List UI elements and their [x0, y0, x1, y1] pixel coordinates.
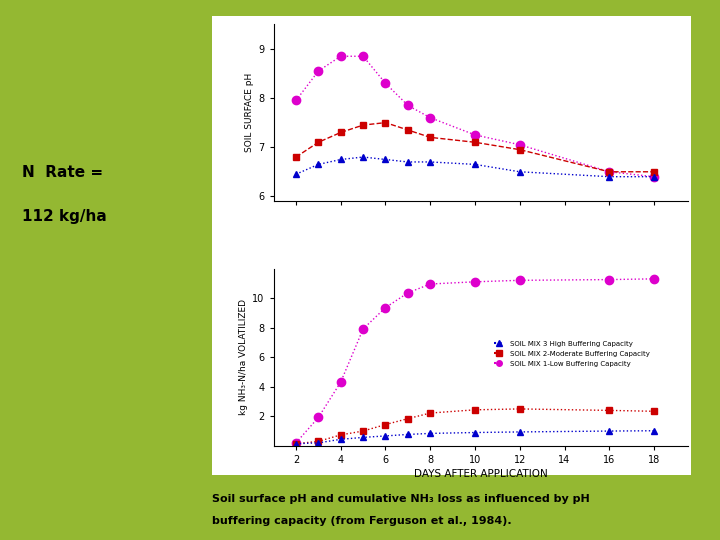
Text: N  Rate =: N Rate = [22, 165, 103, 180]
X-axis label: DAYS AFTER APPLICATION: DAYS AFTER APPLICATION [414, 469, 547, 478]
Y-axis label: kg NH₃-N/ha VOLATILIZED: kg NH₃-N/ha VOLATILIZED [239, 299, 248, 415]
Y-axis label: SOIL SURFACE pH: SOIL SURFACE pH [245, 73, 254, 152]
Legend: SOIL MIX 3 High Buffering Capacity, SOIL MIX 2-Moderate Buffering Capacity, SOIL: SOIL MIX 3 High Buffering Capacity, SOIL… [491, 338, 652, 369]
Text: buffering capacity (from Ferguson et al., 1984).: buffering capacity (from Ferguson et al.… [212, 516, 512, 526]
Text: Soil surface pH and cumulative NH₃ loss as influenced by pH: Soil surface pH and cumulative NH₃ loss … [212, 494, 590, 504]
Text: 112 kg/ha: 112 kg/ha [22, 208, 107, 224]
